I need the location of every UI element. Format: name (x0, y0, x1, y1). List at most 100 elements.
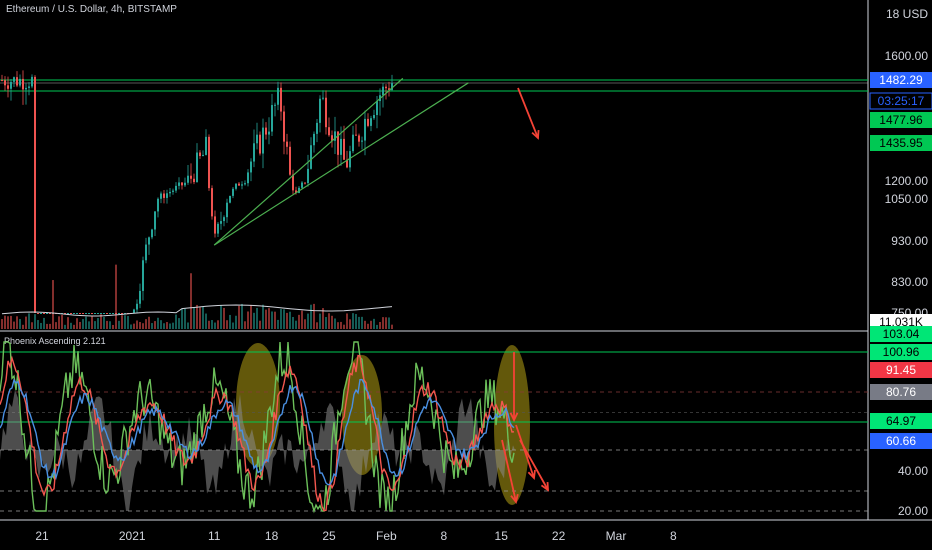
candle-body (160, 193, 162, 199)
volume-bar (241, 303, 243, 329)
volume-bar (52, 280, 54, 329)
candle-body (190, 175, 192, 179)
candle-body (106, 313, 108, 314)
volume-bar (133, 323, 135, 329)
volume-bar (202, 306, 204, 329)
candle-body (172, 190, 174, 192)
candle-body (256, 134, 258, 144)
candle-body (40, 313, 42, 314)
candle-body (112, 313, 114, 314)
price-tick-label: 830.00 (891, 275, 928, 289)
osc-arrow-4-head (510, 494, 519, 505)
symbol-title[interactable]: Ethereum / U.S. Dollar, 4h, BITSTAMP (6, 4, 177, 15)
time-tick-label: Feb (376, 529, 397, 543)
candle-body (28, 86, 30, 88)
trendline (213, 77, 404, 246)
candle-body (265, 127, 267, 135)
candle-body (247, 172, 249, 184)
volume-bar (217, 320, 219, 329)
candle-body (4, 80, 6, 86)
candle-body (109, 313, 111, 314)
osc-value-badge-bg (870, 384, 932, 400)
volume-bar (325, 317, 327, 329)
candle-body (169, 191, 171, 194)
volume-bar (379, 322, 381, 329)
price-badge-level-2-bg (870, 135, 932, 151)
candle-body (382, 86, 384, 96)
volume-bar (247, 311, 249, 329)
volume-bar (211, 320, 213, 329)
volume-bar (157, 317, 159, 329)
candle-body (346, 159, 348, 168)
volume-bar (151, 323, 153, 329)
osc-blue-line (0, 378, 515, 486)
volume-bar (58, 316, 60, 329)
candle-body (163, 193, 165, 198)
candle-body (235, 183, 237, 189)
volume-bar (214, 322, 216, 329)
candle-body (388, 88, 390, 90)
candle-body (16, 77, 18, 86)
candle-body (67, 313, 69, 314)
candle-body (334, 131, 336, 141)
candle-body (139, 290, 141, 304)
price-tick-label: 1050.00 (885, 192, 929, 206)
volume-bar (13, 321, 15, 329)
candle-body (367, 118, 369, 126)
candle-body (349, 151, 351, 168)
indicator-title[interactable]: Phoenix Ascending 2.121 (4, 336, 106, 346)
volume-bar (340, 321, 342, 329)
candle-body (25, 87, 27, 90)
candle-body (205, 136, 207, 155)
candle-body (187, 175, 189, 183)
candle-body (118, 313, 120, 314)
time-tick-label: 11 (208, 529, 221, 543)
volume-bar (118, 320, 120, 329)
candle-body (31, 76, 33, 87)
volume-badge: 11.031K (879, 315, 923, 329)
volume-bar (154, 321, 156, 329)
volume-bar (298, 314, 300, 329)
price-arrow-head (531, 129, 540, 140)
candle-body (244, 183, 246, 185)
candle-body (226, 202, 228, 218)
volume-bar (46, 323, 48, 329)
candle-body (199, 152, 201, 157)
countdown-border (869, 92, 932, 110)
volume-bar (109, 321, 111, 329)
candle-body (238, 183, 240, 186)
volume-bar (19, 319, 21, 329)
candle-body (310, 145, 312, 169)
osc-tick-label: 20.00 (898, 504, 928, 518)
candle-body (325, 97, 327, 128)
candle-body (358, 135, 360, 142)
volume-bar (229, 314, 231, 329)
volume-bar (55, 322, 57, 329)
candle-body (76, 313, 78, 314)
volume-bar (142, 323, 144, 329)
candle-body (211, 188, 213, 217)
volume-bar (274, 311, 276, 329)
candle-body (391, 83, 393, 90)
volume-bar (286, 312, 288, 329)
osc-arrow-2-head (527, 469, 536, 480)
volume-bar (91, 316, 93, 329)
price-badge-level-1-bg (870, 112, 932, 128)
candle-body (181, 182, 183, 186)
candle-body (232, 188, 234, 196)
volume-bar (277, 319, 279, 329)
candle-body (355, 134, 357, 136)
candle-body (223, 217, 225, 222)
candle-body (19, 78, 21, 86)
volume-bar (145, 319, 147, 329)
candle-body (280, 87, 282, 112)
volume-bar (295, 320, 297, 329)
candle-body (37, 313, 39, 314)
candle-body (340, 138, 342, 155)
candle-body (304, 182, 306, 184)
volume-bar (115, 264, 117, 329)
volume-bar (385, 317, 387, 329)
volume-bar (334, 318, 336, 329)
volume-bar (187, 322, 189, 329)
